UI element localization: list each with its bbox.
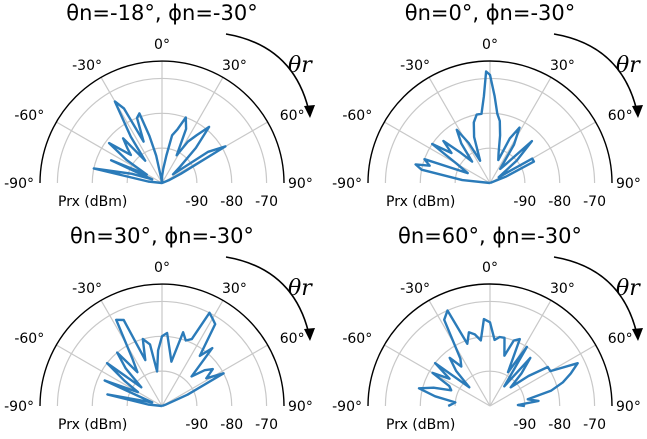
arrowhead-icon [632,328,643,341]
angular-gridline [100,77,163,184]
theta-tick-label: 0° [154,37,170,53]
theta-tick-label: 30° [550,58,575,74]
rotation-arrow [553,33,639,117]
theta-tick-label: -90° [332,399,362,415]
angular-gridline [489,344,596,407]
theta-r-annotation: θr [616,53,641,78]
theta-r-annotation: θr [616,276,641,301]
theta-tick-label: -30° [72,58,102,74]
theta-r-annotation: θr [288,276,313,301]
r-tick-label: -70 [255,194,278,210]
theta-tick-label: 90° [616,176,641,192]
theta-tick-label: -30° [400,281,430,297]
prx-series-line [414,70,536,185]
polar-panel-4: θn=60°, ϕn=-30° -90° -60° -30° 0° 30° 60° 90° -9… [332,224,643,433]
polar-frame [367,283,613,407]
theta-tick-label: 60° [608,108,633,124]
theta-tick-label: 0° [482,37,498,53]
r-tick-label: -90 [185,417,208,433]
arrowhead-icon [304,328,315,341]
angular-gridline [56,344,163,407]
polar-frame [39,60,285,184]
r-tick-label: -70 [583,417,606,433]
theta-tick-label: 90° [616,399,641,415]
prx-series-line [417,309,579,408]
arrowhead-icon [632,105,643,118]
r-tick-label: -90 [513,194,536,210]
theta-tick-label: -30° [400,58,430,74]
chart-title: θn=0°, ϕn=-30° [405,1,576,25]
angular-gridline [428,300,491,407]
chart-title: θn=-18°, ϕn=-30° [66,1,257,25]
theta-tick-label: -90° [4,399,34,415]
arrowhead-icon [304,105,315,118]
r-axis-label: Prx (dBm) [58,417,127,433]
theta-tick-label: -60° [342,331,372,347]
theta-tick-label: 30° [550,281,575,297]
theta-tick-label: 90° [288,399,313,415]
theta-tick-label: 0° [154,260,170,276]
r-tick-label: -70 [583,194,606,210]
r-axis-label: Prx (dBm) [58,194,127,210]
polar-frame [367,60,613,184]
theta-tick-label: 0° [482,260,498,276]
chart-title: θn=60°, ϕn=-30° [398,224,582,248]
r-axis-label: Prx (dBm) [386,194,455,210]
theta-tick-label: -60° [14,108,44,124]
chart-title: θn=30°, ϕn=-30° [70,224,254,248]
angular-gridline [384,121,491,184]
r-tick-label: -80 [220,417,243,433]
r-tick-label: -70 [255,417,278,433]
r-tick-label: -90 [185,194,208,210]
polar-frame [39,283,285,407]
rotation-arrow [225,256,311,340]
prx-series-line [103,311,225,408]
theta-tick-label: -30° [72,281,102,297]
angular-gridline [161,77,224,184]
rotation-arrow [225,33,311,117]
theta-tick-label: -60° [342,108,372,124]
theta-tick-label: -60° [14,331,44,347]
polar-panel-1: θn=-18°, ϕn=-30°-90°-60°-30°0°30°60°90°-… [4,1,315,210]
angular-gridline [428,77,491,184]
theta-tick-label: -90° [332,176,362,192]
theta-tick-label: 30° [222,58,247,74]
polar-panel-3: θn=30°, ϕn=-30° -90° -60° -30° 0° 30° 60° 90° -9… [4,224,315,433]
r-tick-label: -80 [220,194,243,210]
theta-tick-label: -90° [4,176,34,192]
theta-tick-label: 30° [222,281,247,297]
theta-tick-label: 60° [280,331,305,347]
theta-r-annotation: θr [288,53,313,78]
prx-series-line [92,100,227,185]
theta-tick-label: 60° [608,331,633,347]
r-tick-label: -80 [548,417,571,433]
angular-gridline [489,300,552,407]
r-tick-label: -90 [513,417,536,433]
rotation-arrow [553,256,639,340]
theta-tick-label: 90° [288,176,313,192]
angular-gridline [489,77,552,184]
r-axis-label: Prx (dBm) [386,417,455,433]
polar-panel-2: θn=0°, ϕn=-30° -90° -60° -30° 0° 30° 60° 90° -90… [332,1,643,210]
theta-tick-label: 60° [280,108,305,124]
r-tick-label: -80 [548,194,571,210]
angular-gridline [100,300,163,407]
